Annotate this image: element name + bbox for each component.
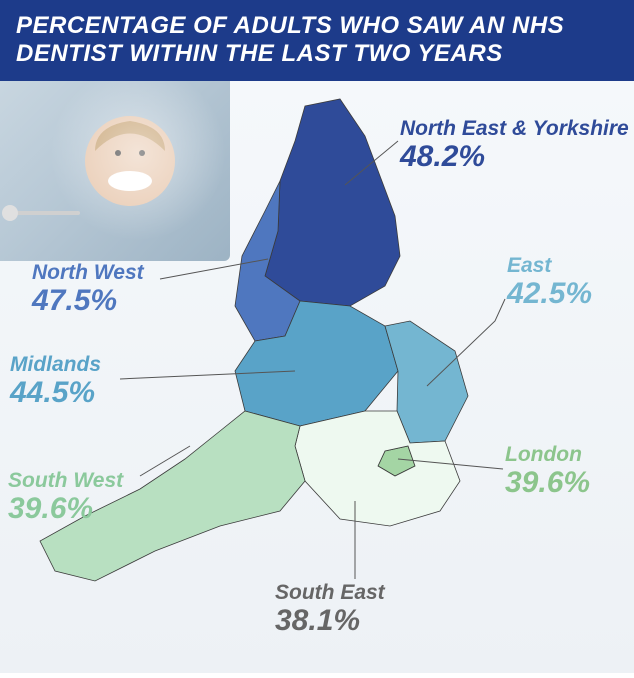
- region-north-east-yorkshire: [265, 99, 400, 306]
- label-north-west: North West 47.5%: [32, 261, 144, 317]
- region-value: 39.6%: [8, 492, 123, 525]
- region-value: 39.6%: [505, 466, 590, 499]
- region-value: 47.5%: [32, 284, 144, 317]
- region-value: 48.2%: [400, 140, 629, 173]
- region-value: 42.5%: [507, 277, 592, 310]
- header-bar: PERCENTAGE OF ADULTS WHO SAW AN NHS DENT…: [0, 0, 634, 81]
- region-name: South East: [275, 581, 385, 604]
- region-value: 44.5%: [10, 376, 101, 409]
- label-south-west: South West 39.6%: [8, 469, 123, 525]
- region-value: 38.1%: [275, 604, 385, 637]
- region-name: East: [507, 254, 592, 277]
- label-south-east: South East 38.1%: [275, 581, 385, 637]
- label-midlands: Midlands 44.5%: [10, 353, 101, 409]
- region-name: North West: [32, 261, 144, 284]
- label-north-east-yorkshire: North East & Yorkshire 48.2%: [400, 117, 629, 173]
- label-london: London 39.6%: [505, 443, 590, 499]
- region-name: London: [505, 443, 590, 466]
- label-east: East 42.5%: [507, 254, 592, 310]
- region-name-text: North East & Yorkshire: [400, 117, 629, 140]
- region-name: Midlands: [10, 353, 101, 376]
- main-area: North East & Yorkshire 48.2% North West …: [0, 81, 634, 673]
- region-name: South West: [8, 469, 123, 492]
- chart-title: PERCENTAGE OF ADULTS WHO SAW AN NHS DENT…: [16, 12, 618, 67]
- region-name: North East & Yorkshire: [400, 117, 629, 140]
